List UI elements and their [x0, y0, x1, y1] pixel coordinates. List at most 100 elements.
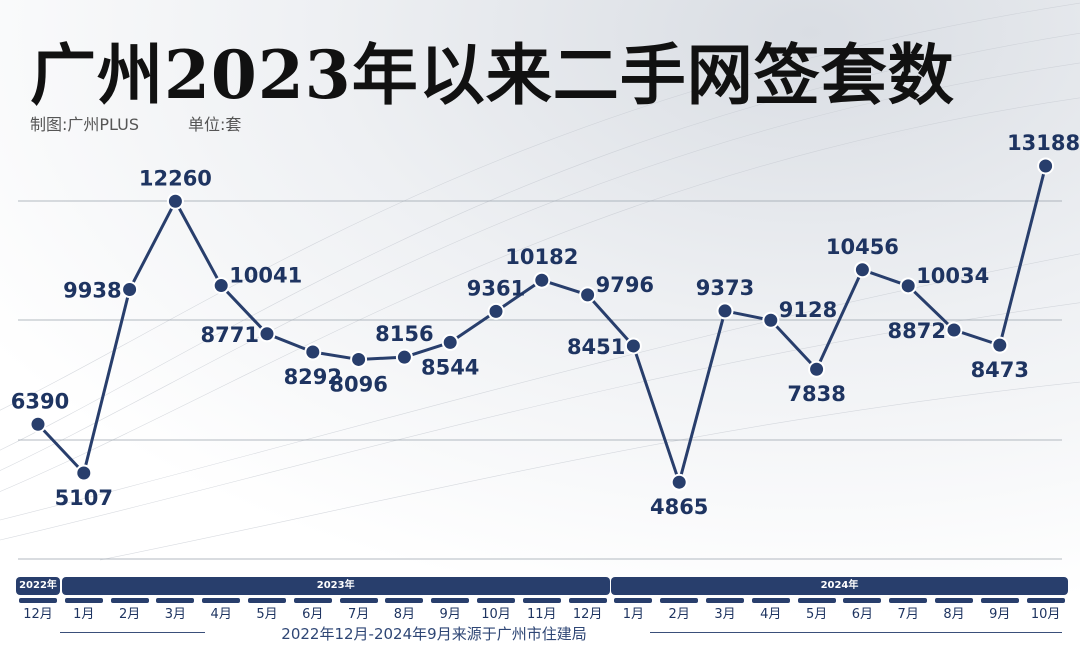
month-tick — [385, 598, 424, 603]
month-label: 1月 — [73, 607, 95, 622]
source-note: 2022年12月-2024年9月来源于广州市住建局 — [281, 625, 587, 643]
month-tick — [889, 598, 928, 603]
month-tick — [202, 598, 241, 603]
month-tick — [980, 598, 1019, 603]
source-rule-right — [650, 632, 1062, 633]
month-tick — [797, 598, 836, 603]
month-tick — [843, 598, 882, 603]
data-point — [579, 286, 597, 304]
data-point — [945, 321, 963, 339]
month-tick — [706, 598, 744, 603]
month-label: 1月 — [622, 607, 645, 622]
year-bar: 2022年 — [16, 577, 60, 595]
data-label: 7838 — [787, 382, 845, 406]
month-tick — [248, 598, 286, 603]
month-label: 2月 — [668, 607, 690, 622]
data-label: 9373 — [696, 276, 754, 300]
data-point — [487, 302, 505, 320]
data-label: 8096 — [329, 372, 387, 396]
data-point — [899, 277, 917, 295]
data-point — [441, 333, 459, 351]
month-tick — [568, 598, 607, 603]
month-tick — [522, 598, 561, 603]
year-bar: 2024年 — [611, 577, 1068, 595]
data-point — [1037, 157, 1055, 175]
data-label: 8451 — [567, 335, 625, 359]
chart-title: 广州2023年以来二手网签套数 — [30, 36, 955, 114]
data-label: 9796 — [596, 273, 654, 297]
month-label: 12月 — [23, 607, 53, 622]
month-tick — [477, 598, 515, 603]
data-point — [75, 464, 93, 482]
data-point — [670, 473, 688, 491]
month-label: 2月 — [118, 607, 141, 622]
data-label: 8544 — [421, 355, 479, 379]
data-label: 10041 — [229, 264, 302, 288]
month-label: 9月 — [989, 607, 1011, 622]
data-label: 6390 — [11, 389, 69, 413]
month-label: 6月 — [302, 607, 324, 622]
data-label: 8156 — [375, 322, 433, 346]
month-tick — [64, 598, 103, 603]
month-label: 5月 — [256, 607, 278, 622]
month-label: 9月 — [439, 607, 461, 622]
year-bar: 2023年 — [61, 577, 610, 595]
month-label: 6月 — [851, 607, 874, 622]
month-tick — [614, 598, 653, 603]
month-label: 10月 — [1030, 607, 1061, 622]
data-label: 9361 — [467, 276, 525, 300]
month-tick — [110, 598, 149, 603]
data-point — [716, 302, 734, 320]
data-point — [808, 360, 826, 378]
data-point — [212, 277, 230, 295]
data-point — [121, 280, 139, 298]
data-label: 10182 — [505, 245, 578, 269]
data-label: 4865 — [650, 495, 708, 519]
data-point — [395, 348, 413, 366]
chart-maker: 制图:广州PLUS — [30, 115, 140, 134]
month-label: 7月 — [897, 607, 919, 622]
month-label: 4月 — [210, 607, 232, 622]
data-label: 8292 — [284, 365, 342, 389]
data-label: 5107 — [55, 486, 113, 510]
month-tick — [293, 598, 332, 603]
month-tick — [156, 598, 195, 603]
month-label: 12月 — [572, 607, 603, 622]
data-label: 12260 — [139, 166, 212, 190]
month-label: 8月 — [393, 607, 416, 622]
data-point — [166, 192, 184, 210]
month-label: 3月 — [714, 607, 736, 622]
data-point — [533, 271, 551, 289]
data-label: 8473 — [971, 358, 1029, 382]
month-tick — [339, 598, 378, 603]
data-label: 13188 — [1007, 131, 1080, 155]
data-point — [624, 337, 642, 355]
month-label: 11月 — [527, 607, 557, 622]
chart-unit: 单位:套 — [188, 115, 242, 134]
month-label: 7月 — [347, 607, 370, 622]
month-label: 5月 — [805, 607, 828, 622]
data-point — [258, 325, 276, 343]
month-tick — [19, 598, 57, 603]
data-point — [350, 350, 368, 368]
month-tick — [751, 598, 790, 603]
month-label: 8月 — [943, 607, 965, 622]
data-label: 10034 — [916, 264, 989, 288]
data-point — [853, 261, 871, 279]
data-label: 9938 — [63, 278, 121, 302]
data-label: 8771 — [201, 323, 259, 347]
source-rule-left — [60, 632, 205, 633]
data-label: 8872 — [888, 319, 946, 343]
month-tick — [1026, 598, 1065, 603]
month-tick — [660, 598, 699, 603]
data-point — [762, 311, 780, 329]
data-point — [29, 415, 47, 433]
data-label: 10456 — [826, 235, 899, 259]
month-label: 10月 — [481, 607, 511, 622]
data-label: 9128 — [779, 298, 837, 322]
month-label: 3月 — [164, 607, 187, 622]
data-point — [304, 343, 322, 361]
month-tick — [935, 598, 973, 603]
